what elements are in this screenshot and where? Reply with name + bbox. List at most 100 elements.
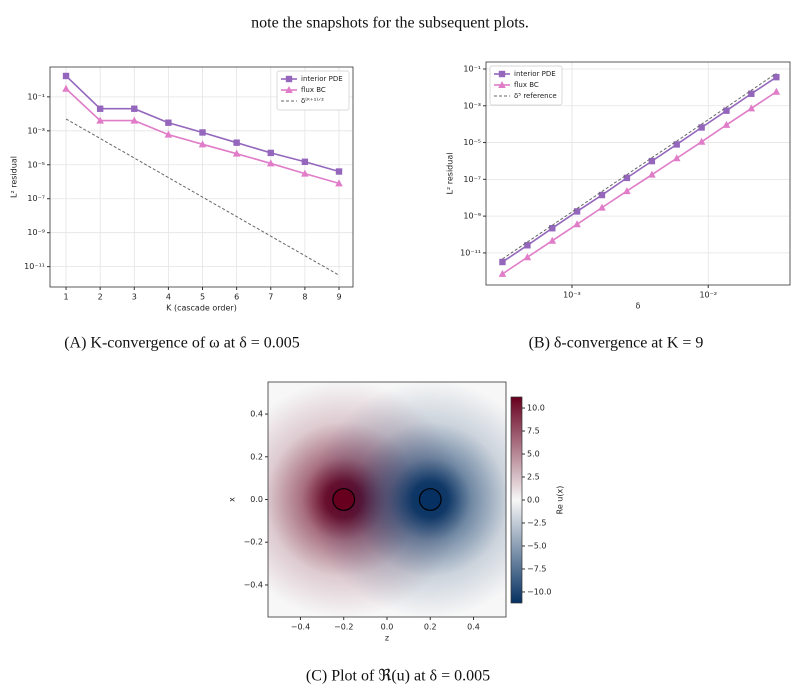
marker bbox=[335, 179, 343, 187]
marker bbox=[499, 258, 506, 266]
marker bbox=[285, 86, 293, 93]
y-tick-label: 0.2 bbox=[250, 452, 263, 461]
caption: (A) K-convergence of ω at δ = 0.005 bbox=[64, 335, 300, 352]
marker bbox=[498, 269, 507, 277]
colorbar-tick-label: 5.0 bbox=[527, 450, 540, 459]
y-axis-label: x bbox=[228, 497, 237, 502]
x-tick-label: 0.4 bbox=[467, 623, 480, 632]
series-line bbox=[502, 91, 777, 275]
x-tick-label: 10⁻³ bbox=[563, 291, 581, 300]
x-tick-label: 1 bbox=[63, 293, 68, 302]
marker bbox=[96, 116, 104, 124]
y-tick-label: 0.0 bbox=[250, 495, 263, 504]
marker bbox=[722, 120, 731, 128]
marker bbox=[198, 140, 207, 148]
colorbar-tick-label: 0.0 bbox=[527, 496, 540, 505]
y-tick-label: 10⁻¹¹ bbox=[460, 248, 481, 257]
marker bbox=[96, 105, 104, 112]
marker bbox=[648, 157, 656, 165]
y-tick-label: 10⁻⁵ bbox=[463, 138, 481, 147]
series-line bbox=[502, 72, 777, 260]
marker bbox=[232, 149, 241, 157]
y-tick-label: 10⁻¹ bbox=[27, 92, 45, 101]
caption: (B) δ-convergence at K = 9 bbox=[529, 335, 704, 352]
marker bbox=[548, 236, 557, 244]
marker bbox=[267, 149, 274, 157]
marker bbox=[598, 203, 606, 211]
marker bbox=[573, 208, 581, 215]
colorbar-label: Re u(x) bbox=[556, 486, 565, 515]
colorbar bbox=[510, 396, 523, 604]
colorbar-tick-label: 2.5 bbox=[527, 473, 540, 482]
marker bbox=[773, 73, 780, 81]
legend-label: interior PDE bbox=[301, 75, 343, 83]
y-axis-label: L² residual bbox=[446, 153, 455, 195]
colorbar-tick-label: 10.0 bbox=[527, 404, 545, 413]
marker bbox=[131, 105, 138, 112]
legend-label: flux BC bbox=[301, 86, 326, 94]
marker bbox=[648, 170, 656, 178]
y-tick-label: 0.4 bbox=[250, 410, 263, 419]
y-tick-label: 10⁻⁷ bbox=[27, 194, 45, 203]
marker bbox=[623, 174, 631, 182]
marker bbox=[573, 220, 581, 228]
x-tick-label: 5 bbox=[200, 293, 205, 302]
y-tick-label: 10⁻¹¹ bbox=[24, 262, 45, 271]
colorbar-tick-label: 7.5 bbox=[527, 427, 540, 436]
marker bbox=[747, 104, 756, 112]
legend-box bbox=[276, 70, 350, 111]
legend-label: δ⁵ reference bbox=[514, 92, 557, 100]
legend-box bbox=[489, 65, 563, 106]
marker bbox=[697, 137, 706, 145]
legend-label: interior PDE bbox=[514, 70, 556, 78]
x-tick-label: −0.2 bbox=[334, 623, 353, 632]
legend-label: flux BC bbox=[514, 81, 539, 89]
marker bbox=[301, 158, 309, 165]
x-tick-label: 7 bbox=[268, 293, 273, 302]
frame bbox=[49, 66, 354, 288]
marker bbox=[598, 191, 606, 199]
x-tick-label: 10⁻² bbox=[699, 291, 717, 300]
marker bbox=[549, 225, 556, 232]
y-tick-label: 10⁻¹ bbox=[463, 64, 481, 73]
x-axis-label: z bbox=[385, 634, 389, 643]
marker bbox=[748, 90, 755, 97]
intro-text: note the snapshots for the subsequent pl… bbox=[251, 15, 529, 32]
y-tick-label: 10⁻⁷ bbox=[463, 175, 481, 184]
y-axis-label: L² residual bbox=[10, 156, 19, 198]
marker bbox=[623, 187, 631, 195]
x-tick-label: 6 bbox=[234, 293, 239, 302]
x-tick-label: 0.2 bbox=[424, 623, 437, 632]
marker bbox=[199, 129, 206, 136]
x-tick-label: 8 bbox=[302, 293, 307, 302]
colorbar-tick-label: −2.5 bbox=[527, 518, 546, 527]
marker bbox=[130, 116, 139, 124]
marker bbox=[62, 72, 70, 80]
series-line bbox=[502, 76, 777, 263]
legend-label: δ⁽ᴷ⁺¹⁾ᐟ² bbox=[301, 97, 324, 105]
colorbar-tick-label: −10.0 bbox=[527, 587, 552, 596]
marker bbox=[165, 119, 172, 126]
marker bbox=[498, 81, 506, 88]
marker bbox=[164, 130, 173, 138]
marker bbox=[285, 75, 293, 83]
y-tick-label: −0.4 bbox=[244, 580, 263, 589]
colorbar-tick-label: −7.5 bbox=[527, 564, 546, 573]
marker bbox=[523, 253, 532, 261]
frame bbox=[485, 61, 791, 286]
x-axis-label: δ bbox=[636, 302, 641, 311]
marker bbox=[672, 154, 681, 162]
marker bbox=[266, 159, 275, 167]
colorbar-tick-label: −5.0 bbox=[527, 541, 546, 550]
marker bbox=[772, 87, 781, 95]
marker bbox=[723, 107, 730, 114]
marker bbox=[233, 139, 240, 146]
inclusion bbox=[332, 488, 356, 511]
marker bbox=[335, 168, 343, 175]
marker bbox=[301, 169, 309, 177]
y-tick-label: 10⁻⁹ bbox=[27, 228, 45, 237]
y-tick-label: 10⁻⁵ bbox=[27, 160, 45, 169]
inclusion bbox=[418, 488, 442, 511]
marker bbox=[524, 242, 531, 249]
